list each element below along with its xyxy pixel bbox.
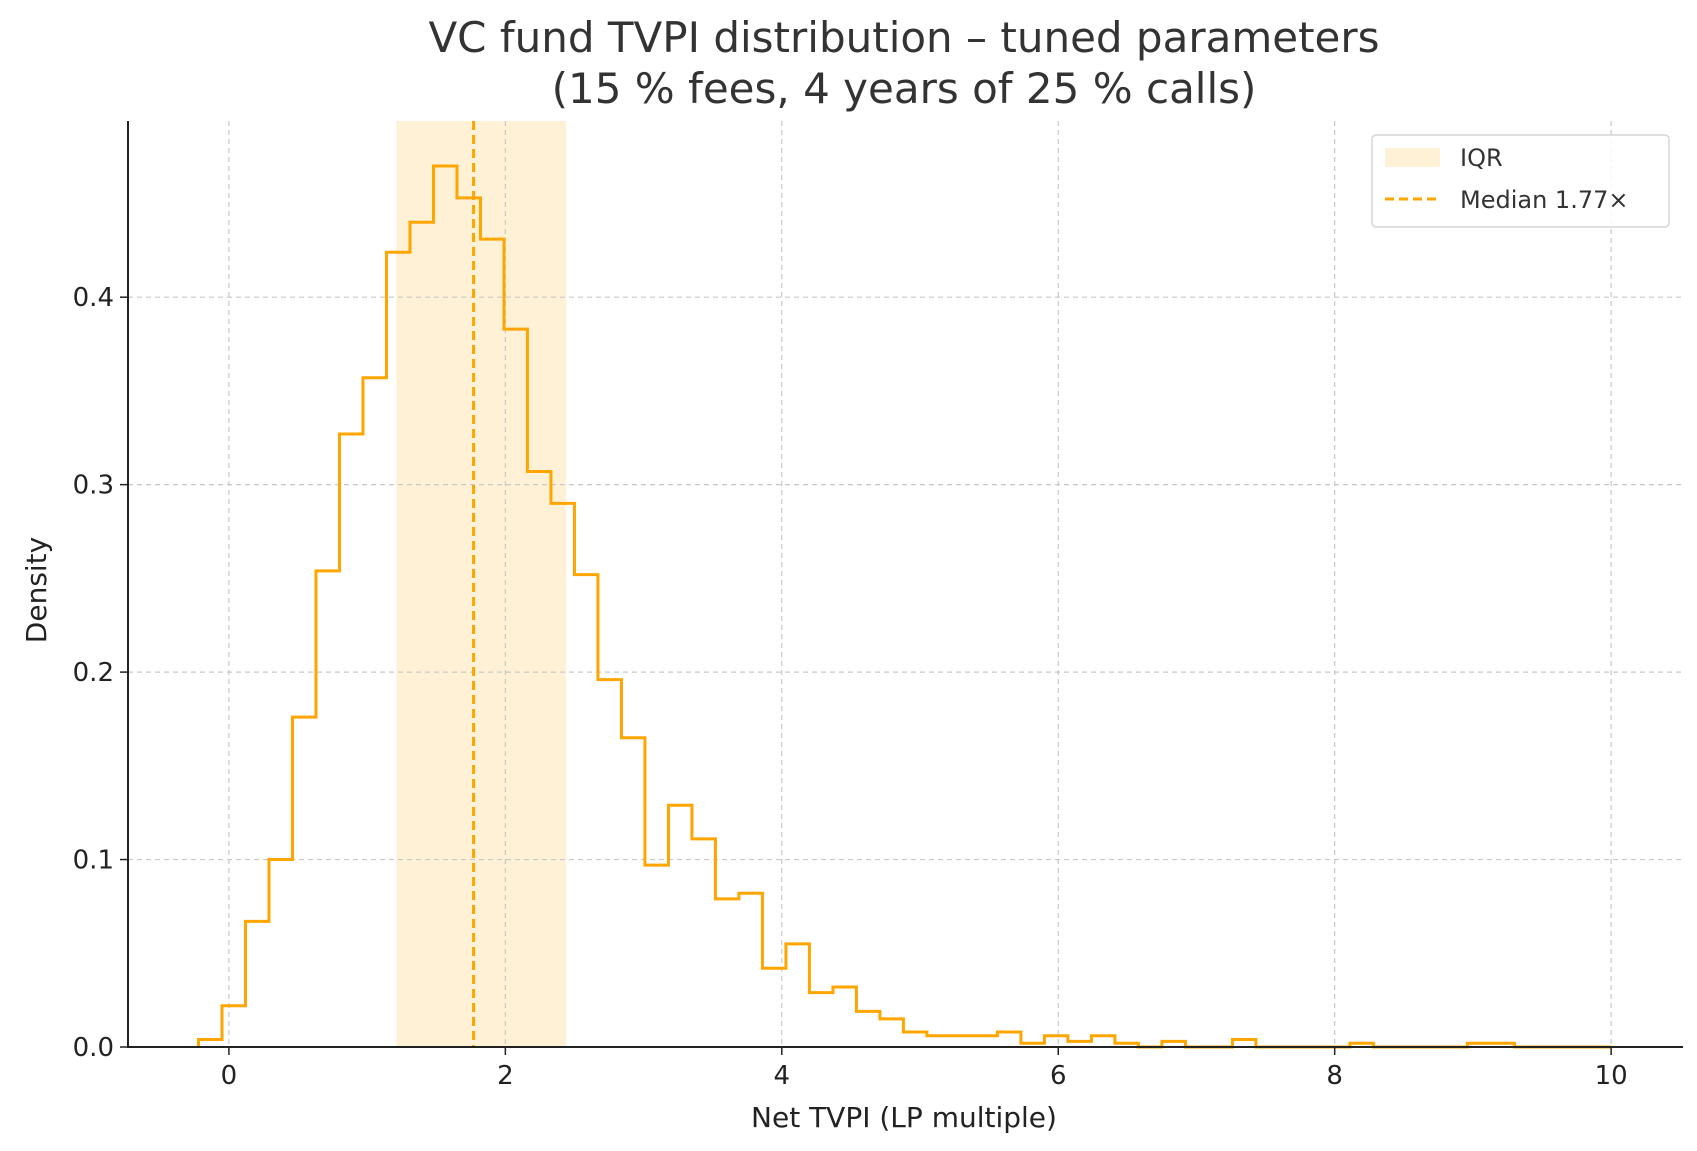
- histogram-bin: [410, 222, 433, 1047]
- y-tick-label: 0.3: [73, 471, 114, 501]
- iqr-band: [396, 121, 567, 1047]
- y-tick-label: 0.0: [73, 1033, 114, 1063]
- y-tick-label: 0.4: [73, 283, 114, 313]
- histogram-bin: [974, 1036, 997, 1047]
- histogram-bin: [927, 1036, 950, 1047]
- x-tick-label: 6: [1050, 1061, 1067, 1091]
- histogram-bin: [245, 921, 268, 1047]
- histogram-bin: [339, 434, 362, 1047]
- legend: IQR Median 1.77×: [1371, 134, 1670, 228]
- legend-median-label: Median 1.77×: [1460, 186, 1628, 214]
- y-tick-label: 0.2: [73, 658, 114, 688]
- histogram-bin: [762, 968, 785, 1047]
- histogram-bin: [504, 329, 527, 1047]
- histogram-bin: [292, 717, 315, 1047]
- x-tick-label: 10: [1595, 1061, 1628, 1091]
- histogram-bin: [269, 860, 292, 1047]
- y-tick-label: 0.1: [73, 846, 114, 876]
- histogram-bin: [692, 839, 715, 1047]
- legend-iqr-swatch: [1385, 148, 1440, 167]
- x-tick-label: 0: [221, 1061, 238, 1091]
- histogram-bin: [739, 893, 762, 1047]
- histogram-bin: [363, 378, 386, 1047]
- histogram-bin: [997, 1032, 1020, 1047]
- histogram-bin: [433, 166, 456, 1047]
- histogram-bin: [856, 1011, 879, 1047]
- x-tick-label: 2: [497, 1061, 514, 1091]
- histogram-bin: [950, 1036, 973, 1047]
- histogram-bin: [574, 575, 597, 1047]
- y-axis-label: Density: [20, 537, 53, 643]
- histogram-bin: [833, 987, 856, 1047]
- histogram-bin: [809, 993, 832, 1047]
- chart-title-line-1: VC fund TVPI distribution – tuned parame…: [428, 13, 1379, 62]
- histogram-bin: [551, 503, 574, 1047]
- chart-title-line-2: (15 % fees, 4 years of 25 % calls): [552, 64, 1257, 113]
- histogram-bin: [645, 865, 668, 1047]
- histogram-bin: [598, 680, 621, 1047]
- histogram-bin: [880, 1019, 903, 1047]
- histogram-bin: [316, 571, 339, 1047]
- histogram-bin: [1044, 1036, 1067, 1047]
- histogram-bin: [621, 738, 644, 1047]
- histogram-bin: [222, 1006, 245, 1047]
- legend-iqr-label: IQR: [1460, 144, 1503, 172]
- histogram-bin: [786, 944, 809, 1047]
- x-tick-label: 8: [1326, 1061, 1343, 1091]
- histogram-bin: [1232, 1040, 1255, 1047]
- histogram-bin: [386, 252, 409, 1047]
- legend-box: [1371, 134, 1670, 228]
- histogram-bin: [903, 1032, 926, 1047]
- histogram-bin: [527, 472, 550, 1047]
- histogram-bin: [668, 805, 691, 1047]
- x-axis-label: Net TVPI (LP multiple): [751, 1101, 1057, 1134]
- histogram-bin: [480, 239, 503, 1047]
- histogram-bin: [198, 1040, 221, 1047]
- histogram-bin: [457, 198, 480, 1047]
- x-tick-label: 4: [774, 1061, 791, 1091]
- histogram-bin: [715, 899, 738, 1047]
- histogram-bin: [1091, 1036, 1114, 1047]
